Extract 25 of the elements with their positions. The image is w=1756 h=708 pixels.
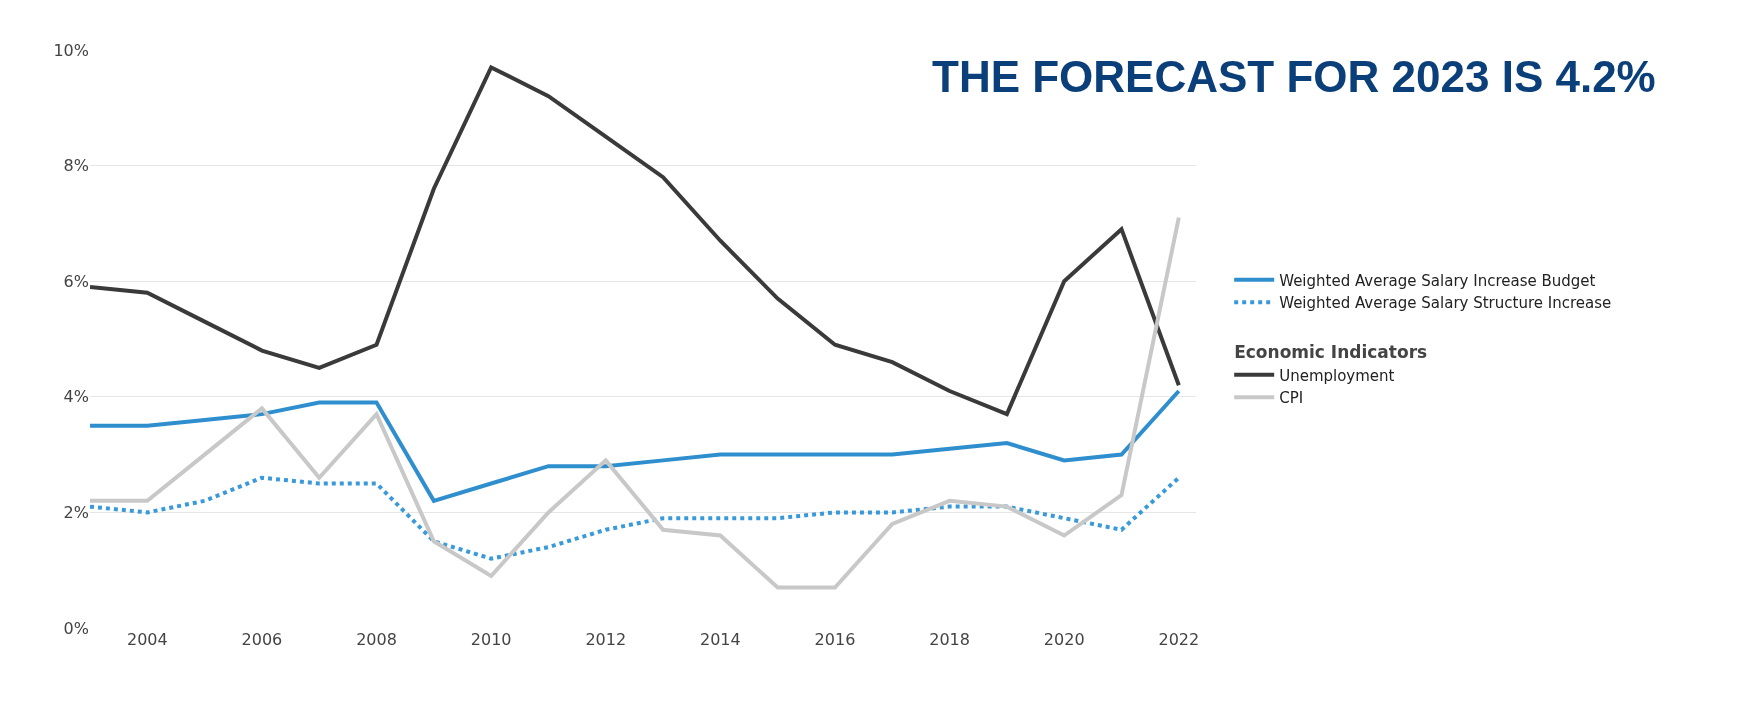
x-tick-label: 2008 bbox=[356, 630, 397, 649]
x-tick-label: 2022 bbox=[1158, 630, 1200, 649]
legend-label: Weighted Average Salary Structure Increase bbox=[1279, 294, 1612, 313]
y-tick-label: 10% bbox=[53, 40, 89, 60]
legend-label: Unemployment bbox=[1279, 366, 1395, 385]
y-tick-label: 2% bbox=[63, 503, 89, 522]
line-series bbox=[90, 389, 1181, 503]
x-tick-label: 2010 bbox=[470, 630, 512, 649]
x-tick-label: 2006 bbox=[241, 630, 283, 649]
text: THE FORECAST FOR 2023 IS 4.2% bbox=[932, 52, 1656, 101]
x-tick-label: 2016 bbox=[814, 630, 856, 649]
legend-label: Weighted Average Salary Increase Budget bbox=[1279, 271, 1596, 290]
x-tick-label: 2018 bbox=[929, 630, 970, 649]
y-tick-label: 4% bbox=[63, 387, 89, 407]
legend-label: CPI bbox=[1279, 389, 1304, 408]
x-tick-label: 2014 bbox=[700, 630, 741, 649]
x-tick-label: 2004 bbox=[126, 630, 168, 649]
x-tick-label: 2012 bbox=[585, 630, 627, 649]
x-tick-label: 2020 bbox=[1043, 630, 1085, 649]
y-tick-label: 0% bbox=[63, 618, 89, 638]
y-tick-label: 8% bbox=[63, 156, 89, 176]
line-series bbox=[90, 215, 1181, 590]
y-tick-label: 6% bbox=[63, 271, 89, 291]
legend-title: Economic Indicators bbox=[1234, 341, 1428, 362]
line-series bbox=[90, 475, 1181, 561]
